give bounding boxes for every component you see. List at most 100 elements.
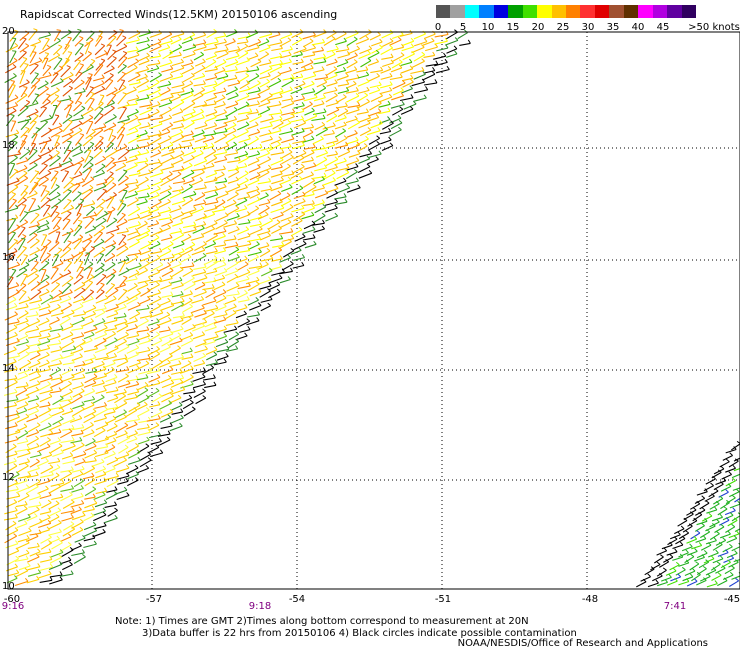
wind-barb xyxy=(8,240,18,251)
wind-barb xyxy=(214,108,218,113)
wind-barb xyxy=(272,214,284,220)
wind-barb xyxy=(3,391,18,396)
wind-barb xyxy=(725,467,736,473)
wind-barb xyxy=(52,397,64,406)
wind-barb xyxy=(302,67,314,72)
wind-barb xyxy=(183,179,195,185)
wind-barb xyxy=(85,440,96,447)
wind-barb xyxy=(660,554,664,558)
wind-barb xyxy=(35,386,40,391)
wind-barb xyxy=(148,424,160,431)
wind-barb xyxy=(334,160,347,166)
wind-barb xyxy=(224,238,237,242)
wind-barb xyxy=(79,353,83,357)
wind-barb xyxy=(145,394,150,398)
wind-barb xyxy=(136,80,149,89)
wind-barb xyxy=(60,573,74,577)
wind-barb xyxy=(233,303,237,307)
wind-barb xyxy=(101,379,105,384)
wind-barb xyxy=(27,562,31,567)
wind-barb xyxy=(63,523,75,531)
wind-barb xyxy=(158,217,172,221)
wind-barb xyxy=(223,87,227,92)
wind-barb xyxy=(157,379,161,384)
wind-barb xyxy=(729,580,739,587)
wind-barb xyxy=(5,97,19,104)
wind-barb xyxy=(83,390,95,397)
wind-barb xyxy=(125,89,137,95)
wind-barb xyxy=(36,368,51,373)
wind-barb xyxy=(5,66,17,74)
wind-barb xyxy=(729,452,733,456)
wind-barb xyxy=(147,254,151,258)
wind-barb xyxy=(178,402,183,406)
wind-barb xyxy=(89,337,93,341)
wind-barb xyxy=(235,345,239,350)
wind-barb xyxy=(23,170,28,174)
wind-barb xyxy=(148,106,153,110)
wind-barb xyxy=(178,143,182,148)
wind-barb xyxy=(45,288,50,293)
wind-barb xyxy=(90,358,94,363)
wind-barb xyxy=(124,430,128,434)
wind-barb xyxy=(193,226,197,231)
wind-barb xyxy=(112,465,116,469)
wind-barb xyxy=(19,45,30,53)
wind-barb xyxy=(193,190,197,195)
wind-barb xyxy=(335,137,339,142)
wind-barb xyxy=(82,313,96,320)
wind-barb xyxy=(191,281,196,285)
wind-barb xyxy=(665,570,677,576)
wind-barb xyxy=(145,374,149,378)
wind-barb xyxy=(134,421,138,425)
wind-barb xyxy=(212,374,216,379)
wind-barb xyxy=(234,74,238,79)
wind-barb xyxy=(26,148,31,152)
wind-barb xyxy=(698,561,709,569)
wind-barb xyxy=(312,147,325,151)
wind-barb xyxy=(81,465,85,470)
wind-barb xyxy=(234,273,239,278)
wind-barb xyxy=(259,290,271,298)
wind-barb xyxy=(257,53,269,61)
wind-barb xyxy=(136,138,150,142)
wind-barb xyxy=(201,322,205,327)
wind-barb xyxy=(10,113,15,117)
wind-barb xyxy=(166,177,171,181)
wind-barb xyxy=(161,270,174,277)
wind-barb xyxy=(213,28,218,33)
wind-barb xyxy=(237,235,251,241)
wind-barb xyxy=(95,409,108,417)
wind-barb xyxy=(279,270,293,275)
wind-barb xyxy=(15,570,29,578)
wind-barb xyxy=(59,318,71,326)
wind-barb xyxy=(289,204,294,208)
wind-barb xyxy=(112,268,117,273)
wind-barb xyxy=(64,52,73,65)
wind-barb xyxy=(31,198,36,200)
wind-barb xyxy=(93,494,106,501)
wind-barb xyxy=(138,249,142,254)
wind-barb xyxy=(725,526,736,533)
wind-barb xyxy=(34,113,39,117)
wind-barb xyxy=(67,282,72,286)
wind-barb xyxy=(13,499,18,503)
wind-barb xyxy=(71,495,84,501)
wind-barb xyxy=(91,128,96,132)
wind-barb xyxy=(280,87,284,92)
wind-barb xyxy=(170,381,184,388)
wind-barb xyxy=(59,480,72,488)
wind-barb xyxy=(181,83,193,90)
wind-barb xyxy=(162,52,174,60)
wind-barb xyxy=(114,501,118,506)
wind-barb xyxy=(36,506,40,510)
wind-barb xyxy=(57,366,61,371)
wind-barb xyxy=(167,359,171,364)
wind-barb xyxy=(139,453,151,461)
wind-barb xyxy=(179,422,183,427)
wind-barb xyxy=(325,158,339,167)
wind-barb xyxy=(257,58,262,62)
wind-barb xyxy=(102,491,106,496)
wind-barb xyxy=(34,260,39,263)
wind-barb xyxy=(193,255,207,263)
